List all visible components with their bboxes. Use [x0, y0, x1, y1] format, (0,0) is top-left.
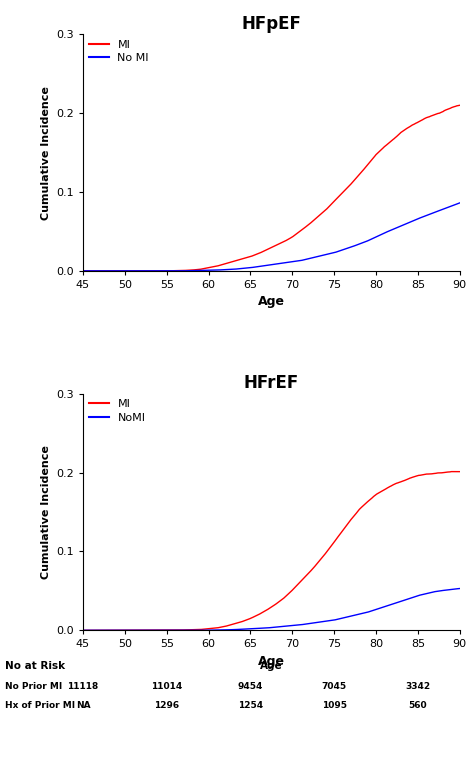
- MI: [259, 608, 265, 617]
- Line: NoMI: NoMI: [83, 588, 460, 630]
- MI: [80, 626, 86, 635]
- Text: No at Risk: No at Risk: [5, 661, 65, 671]
- No MI: [262, 261, 268, 270]
- MI: [456, 467, 461, 476]
- MI: [389, 481, 395, 490]
- NoMI: [457, 584, 463, 593]
- No MI: [390, 225, 395, 234]
- Text: 560: 560: [409, 701, 427, 710]
- No MI: [260, 261, 265, 270]
- Text: 1095: 1095: [322, 701, 346, 710]
- NoMI: [305, 619, 311, 628]
- MI: [457, 467, 463, 476]
- NoMI: [81, 626, 87, 635]
- NoMI: [448, 584, 454, 594]
- X-axis label: Age: Age: [258, 655, 285, 668]
- Y-axis label: Cumulative Incidence: Cumulative Incidence: [41, 445, 51, 579]
- MI: [304, 570, 310, 579]
- Text: No Prior MI: No Prior MI: [5, 682, 62, 691]
- Text: 1254: 1254: [238, 701, 263, 710]
- NoMI: [260, 623, 265, 633]
- Text: 3342: 3342: [405, 682, 430, 691]
- Text: 7045: 7045: [321, 682, 347, 691]
- MI: [448, 103, 454, 112]
- MI: [261, 607, 267, 616]
- Line: MI: MI: [83, 471, 460, 630]
- NoMI: [262, 623, 268, 633]
- MI: [80, 267, 86, 276]
- MI: [285, 235, 291, 244]
- MI: [305, 221, 311, 230]
- Y-axis label: Cumulative Incidence: Cumulative Incidence: [41, 86, 51, 219]
- No MI: [81, 267, 87, 276]
- Title: HFrEF: HFrEF: [244, 374, 299, 392]
- Text: 9454: 9454: [238, 682, 263, 691]
- MI: [284, 591, 290, 600]
- Line: No MI: No MI: [83, 203, 460, 271]
- X-axis label: Age: Age: [258, 296, 285, 309]
- NoMI: [285, 621, 291, 630]
- MI: [260, 247, 265, 256]
- Text: 11014: 11014: [151, 682, 182, 691]
- No MI: [80, 267, 86, 276]
- Text: Hx of Prior MI: Hx of Prior MI: [5, 701, 75, 710]
- MI: [390, 135, 395, 144]
- Text: 11118: 11118: [67, 682, 99, 691]
- No MI: [285, 258, 291, 267]
- Text: 1296: 1296: [154, 701, 179, 710]
- Text: Age: Age: [260, 661, 283, 671]
- NoMI: [390, 600, 395, 609]
- No MI: [448, 202, 454, 211]
- Legend: MI, NoMI: MI, NoMI: [89, 400, 146, 422]
- MI: [457, 101, 463, 110]
- Legend: MI, No MI: MI, No MI: [89, 40, 149, 63]
- Title: HFpEF: HFpEF: [241, 15, 301, 33]
- NoMI: [80, 626, 86, 635]
- MI: [91, 267, 97, 276]
- MI: [262, 246, 268, 255]
- No MI: [305, 254, 311, 264]
- MI: [448, 467, 454, 476]
- Line: MI: MI: [83, 105, 460, 271]
- No MI: [457, 199, 463, 208]
- Text: NA: NA: [76, 701, 90, 710]
